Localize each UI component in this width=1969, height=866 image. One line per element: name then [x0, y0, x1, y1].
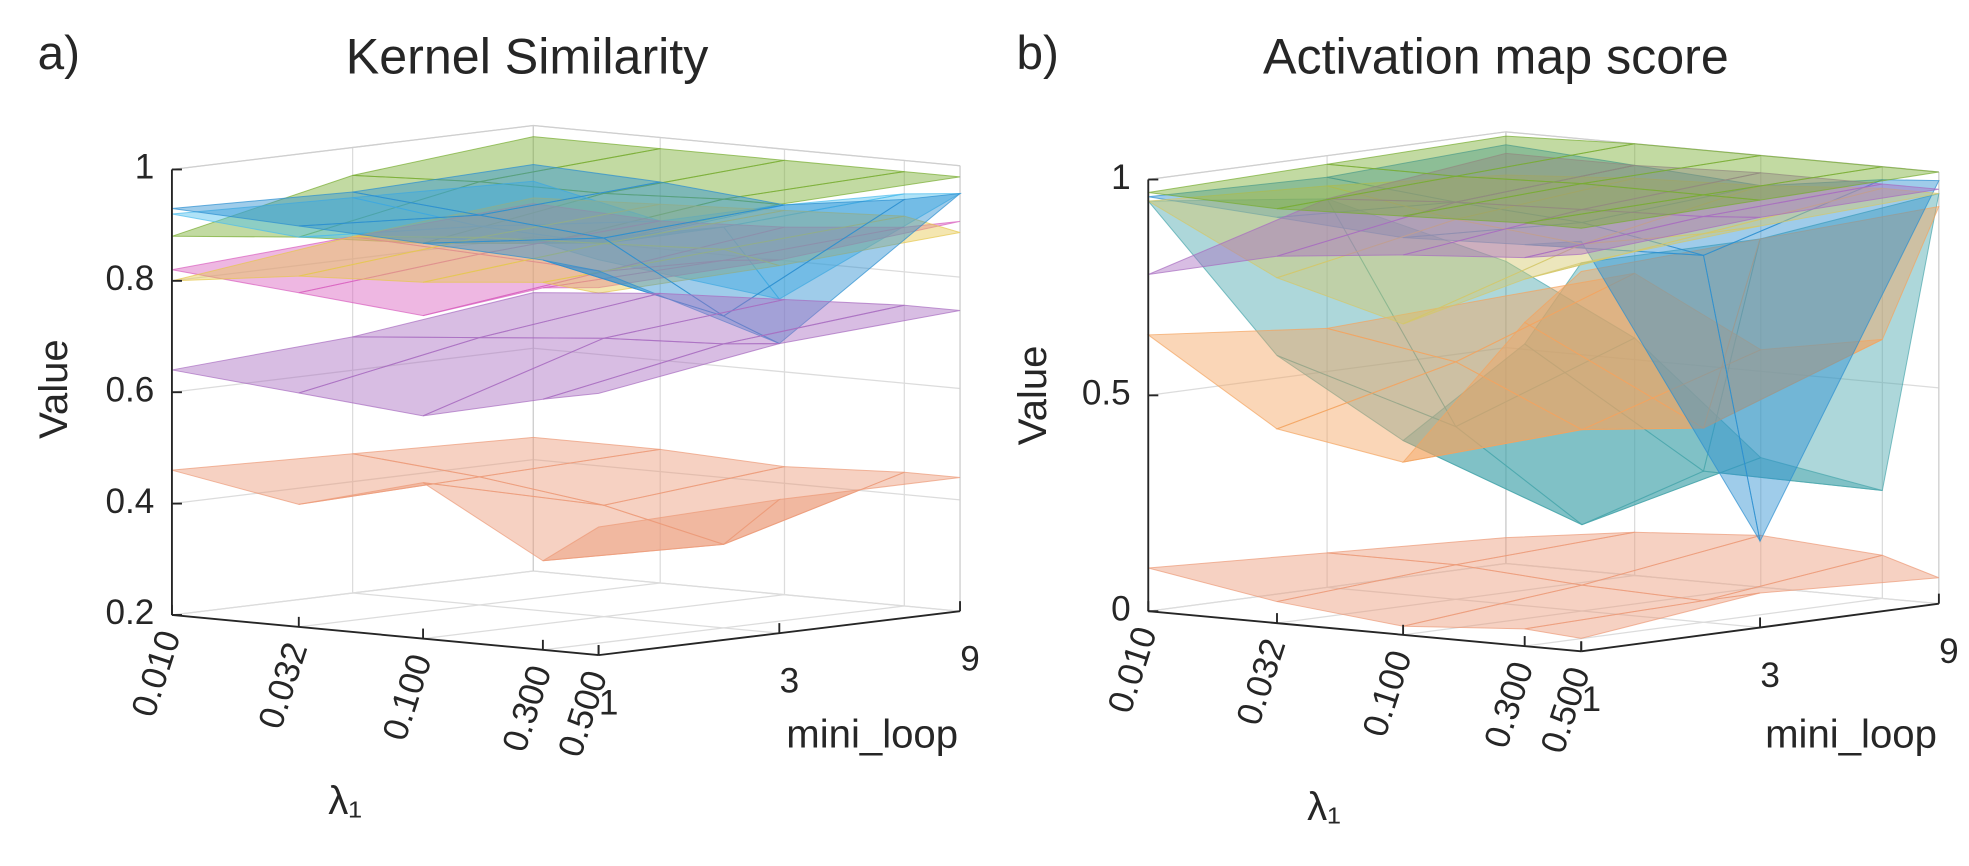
grid-line: [1505, 562, 1939, 605]
z-tick-label: 1: [1111, 158, 1131, 197]
panel-label: b): [1017, 27, 1059, 80]
surface-patch: [1703, 183, 1939, 218]
surface-patch: [723, 471, 961, 545]
box-edge: [533, 124, 961, 167]
surface-patch: [723, 304, 961, 345]
grid-line: [352, 592, 780, 634]
x-tick-label: 0.032: [1229, 634, 1293, 730]
y-tick-label: 1: [1581, 680, 1601, 719]
grid-line: [533, 347, 961, 390]
grid-line: [533, 459, 961, 501]
z-axis-label: Value: [1010, 346, 1055, 446]
x-tick-label: 0.300: [1477, 657, 1541, 753]
axis-line: [171, 614, 599, 657]
x-tick-label: 0.100: [1355, 646, 1419, 742]
x-tick-label: 0.100: [375, 649, 439, 745]
z-tick-label: 0.6: [106, 370, 155, 409]
y-tick-label: 3: [1760, 656, 1780, 695]
chart-title: Kernel Similarity: [346, 29, 709, 85]
x-tick-label: 0.010: [1100, 622, 1164, 718]
grid-line: [533, 570, 961, 612]
surface-patch: [1703, 187, 1939, 235]
chart-title: Activation map score: [1263, 29, 1729, 85]
z-tick-label: 0.5: [1082, 374, 1131, 413]
x-tick-label: 0.010: [124, 626, 188, 722]
y-tick-label: 9: [1939, 632, 1959, 671]
box-edge: [171, 124, 534, 171]
z-tick-label: 1: [135, 148, 155, 187]
y-tick-label: 3: [780, 662, 800, 701]
z-axis-label: Value: [31, 339, 76, 439]
surface-patch: [1703, 554, 1940, 602]
z-tick-label: 0.8: [106, 259, 155, 298]
x-axis-label: λ₁: [328, 778, 362, 823]
axis-line: [1148, 610, 1582, 653]
x-tick-label: 0.300: [495, 661, 559, 757]
x-tick-label: 0.032: [251, 638, 315, 734]
panel-label: a): [38, 27, 80, 80]
box-edge: [1148, 131, 1507, 181]
z-tick-label: 0: [1111, 589, 1131, 628]
x-axis-label: λ₁: [1307, 784, 1341, 829]
grid-line: [1327, 586, 1761, 629]
z-tick-label: 0.4: [106, 482, 155, 521]
surface-patch: [723, 171, 961, 205]
y-axis-label: mini_loop: [786, 711, 958, 756]
y-tick-label: 1: [599, 684, 619, 723]
y-tick-label: 9: [960, 640, 980, 679]
y-axis-label: mini_loop: [1765, 711, 1937, 756]
surface-patch: [1702, 179, 1940, 543]
surface-patch: [1702, 205, 1940, 429]
surface-patch: [722, 192, 962, 345]
surface-patch: [1703, 166, 1939, 201]
z-tick-label: 0.2: [106, 593, 155, 632]
surface-patch: [723, 215, 961, 267]
